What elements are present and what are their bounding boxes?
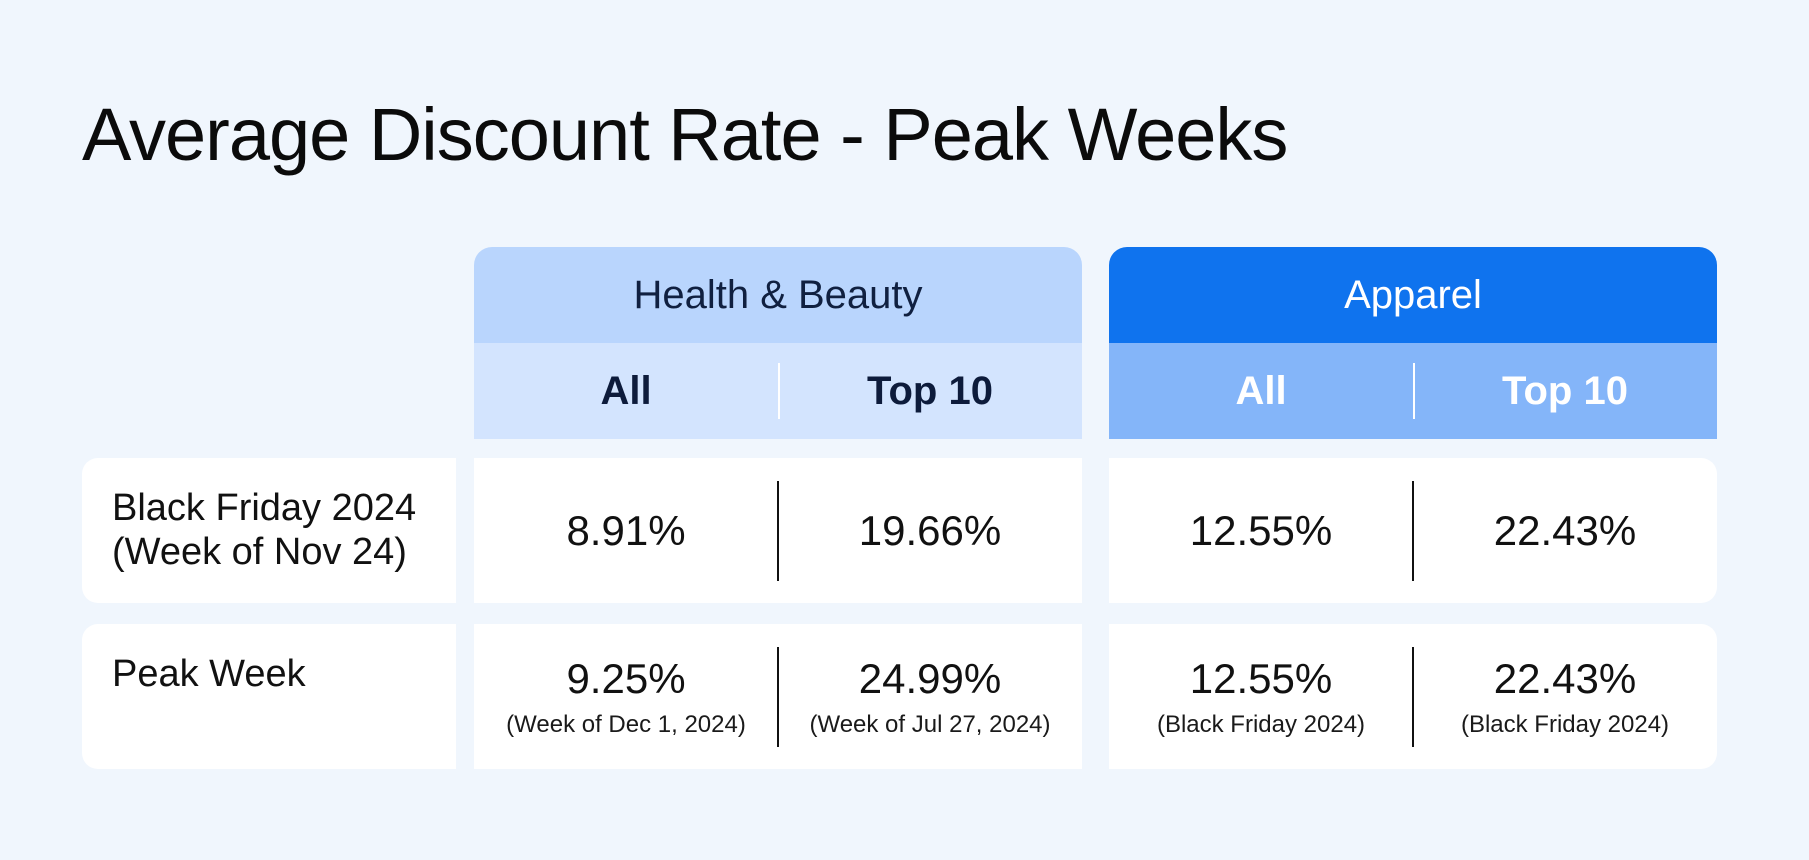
table-cell: 22.43% (Black Friday 2024) (1413, 624, 1717, 769)
row-label-line: Peak Week (112, 653, 306, 695)
page-title: Average Discount Rate - Peak Weeks (82, 93, 1288, 176)
table-cell: 8.91% (474, 458, 778, 603)
subheader-row-health-beauty: All Top 10 (474, 343, 1082, 439)
cell-note: (Black Friday 2024) (1460, 710, 1670, 738)
data-block-hb-black-friday: 8.91% 19.66% (474, 458, 1082, 603)
table-cell: 9.25% (Week of Dec 1, 2024) (474, 624, 778, 769)
data-block-apparel-peak-week: 12.55% (Black Friday 2024) 22.43% (Black… (1109, 624, 1717, 769)
cell-note: (Week of Dec 1, 2024) (506, 710, 746, 738)
table-cell: 12.55% (1109, 458, 1413, 603)
cell-value: 24.99% (858, 654, 1002, 702)
cell-note: (Week of Jul 27, 2024) (809, 710, 1051, 738)
cell-value: 22.43% (1493, 654, 1637, 702)
data-block-apparel-black-friday: 12.55% 22.43% (1109, 458, 1717, 603)
group-header-health-beauty: Health & Beauty All Top 10 (474, 247, 1082, 439)
data-block-hb-peak-week: 9.25% (Week of Dec 1, 2024) 24.99% (Week… (474, 624, 1082, 769)
row-label-line: (Week of Nov 24) (112, 531, 407, 573)
column-header-hb-all: All (600, 368, 652, 413)
discount-table: Health & Beauty All Top 10 Apparel All T… (82, 247, 1717, 769)
table-cell: 22.43% (1413, 458, 1717, 603)
column-divider (778, 363, 780, 419)
cell-value: 12.55% (1189, 506, 1333, 554)
cell-note: (Black Friday 2024) (1156, 710, 1366, 738)
column-header-apparel-top10: Top 10 (1502, 368, 1628, 413)
table-cell: 24.99% (Week of Jul 27, 2024) (778, 624, 1082, 769)
row-label-black-friday: Black Friday 2024 (Week of Nov 24) (82, 458, 456, 603)
cell-value: 8.91% (566, 506, 686, 554)
column-divider (1413, 363, 1415, 419)
cell-divider (1412, 647, 1414, 747)
cell-divider (777, 481, 779, 581)
cell-value: 12.55% (1189, 654, 1333, 702)
row-label-line: Black Friday 2024 (112, 487, 417, 529)
row-label-peak-week: Peak Week (82, 624, 456, 769)
cell-divider (1412, 481, 1414, 581)
cell-divider (777, 647, 779, 747)
column-header-hb-top10: Top 10 (867, 368, 993, 413)
group-title-apparel: Apparel (1109, 247, 1717, 343)
cell-value: 22.43% (1493, 506, 1637, 554)
table-cell: 19.66% (778, 458, 1082, 603)
table-cell: 12.55% (Black Friday 2024) (1109, 624, 1413, 769)
group-header-apparel: Apparel All Top 10 (1109, 247, 1717, 439)
column-header-apparel-all: All (1235, 368, 1287, 413)
cell-value: 9.25% (566, 654, 686, 702)
subheader-row-apparel: All Top 10 (1109, 343, 1717, 439)
group-title-health-beauty: Health & Beauty (474, 247, 1082, 343)
cell-value: 19.66% (858, 506, 1002, 554)
